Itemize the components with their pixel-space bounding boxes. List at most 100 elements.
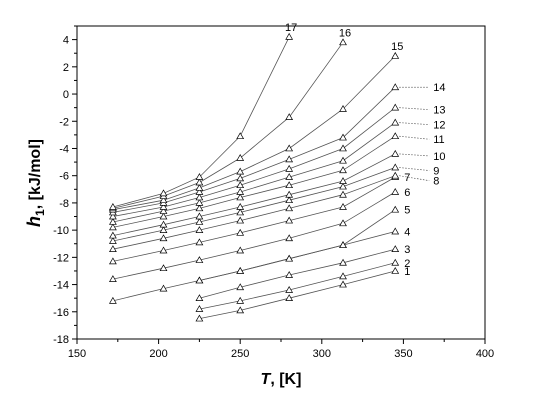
data-point — [236, 216, 245, 224]
series-12 — [109, 118, 400, 225]
data-point — [195, 193, 204, 201]
data-point — [391, 132, 400, 140]
series-line — [199, 262, 396, 310]
series-label: 6 — [404, 187, 410, 199]
y-tick-label: 4 — [63, 35, 69, 47]
data-point — [109, 296, 117, 304]
y-tick-label: -14 — [53, 280, 69, 292]
series-label: 14 — [433, 82, 445, 94]
data-point — [285, 234, 294, 242]
data-point — [159, 202, 168, 210]
series-line — [112, 135, 396, 228]
data-point — [195, 226, 204, 233]
data-point — [339, 202, 347, 210]
series-line — [112, 209, 396, 302]
data-point — [285, 173, 294, 180]
data-point — [195, 305, 204, 312]
data-point — [285, 294, 294, 301]
series-label: 11 — [433, 134, 444, 146]
label-leader — [399, 175, 430, 182]
y-tick-label: -18 — [53, 334, 69, 346]
data-point — [391, 51, 400, 59]
x-tick-label: 150 — [68, 348, 86, 360]
data-point — [195, 178, 204, 186]
data-point — [285, 254, 294, 262]
x-tick-label: 400 — [476, 348, 494, 360]
series-line — [112, 55, 396, 211]
y-tick-label: -6 — [59, 171, 69, 183]
series-layer — [109, 32, 400, 322]
data-point — [391, 245, 400, 253]
series-label: 5 — [404, 205, 410, 217]
y-tick-label: -10 — [53, 225, 69, 237]
data-point — [339, 190, 347, 198]
data-point — [159, 284, 168, 292]
data-point — [339, 105, 347, 112]
data-point — [285, 144, 294, 152]
data-point — [236, 132, 245, 140]
data-point — [159, 196, 168, 204]
data-point — [285, 32, 294, 40]
data-point — [236, 246, 245, 254]
data-point — [109, 202, 117, 210]
series-label: 10 — [433, 151, 445, 163]
data-point — [236, 193, 245, 201]
label-leader — [399, 153, 430, 157]
data-point — [236, 296, 245, 304]
data-point — [339, 177, 347, 184]
y-tick-label: 2 — [63, 62, 69, 74]
series-line — [112, 122, 396, 223]
x-tick-label: 350 — [394, 348, 412, 360]
data-point — [285, 190, 294, 198]
data-point — [109, 275, 117, 282]
data-point — [236, 266, 245, 274]
series-label: 1 — [404, 266, 410, 278]
y-tick-label: -8 — [59, 198, 69, 210]
data-point — [159, 212, 168, 220]
series-16 — [109, 38, 347, 212]
data-point — [339, 144, 347, 152]
data-point — [109, 212, 117, 220]
data-point — [339, 241, 347, 248]
data-point — [285, 216, 294, 224]
data-point — [159, 246, 168, 254]
series-line — [112, 107, 396, 217]
series-8 — [109, 171, 400, 253]
data-point — [339, 38, 347, 46]
data-point — [339, 280, 347, 288]
data-point — [339, 258, 347, 266]
data-point — [195, 217, 204, 225]
data-point — [236, 306, 245, 314]
data-point — [159, 264, 168, 272]
data-point — [339, 166, 347, 174]
data-point — [391, 227, 400, 235]
data-point — [391, 103, 400, 111]
series-2 — [195, 258, 400, 312]
series-label: 7 — [404, 172, 410, 184]
series-line — [112, 176, 396, 262]
series-label: 4 — [404, 226, 410, 238]
series-label: 3 — [404, 244, 410, 256]
y-tick-label: -16 — [53, 307, 69, 319]
data-point — [159, 226, 168, 233]
series-1 — [195, 266, 400, 322]
data-point — [195, 198, 204, 206]
series-5 — [109, 205, 400, 304]
data-point — [236, 174, 245, 182]
data-point — [285, 286, 294, 293]
data-point — [285, 271, 294, 278]
data-point — [109, 257, 117, 265]
data-point — [339, 133, 347, 141]
x-axis-label: T, [K] — [261, 371, 302, 388]
data-point — [236, 228, 245, 236]
series-label: 9 — [433, 166, 439, 178]
label-leader — [399, 107, 430, 111]
axis-ticks: 150 200 250 300 350 400-18-16-14-12-10-8-6-4-… — [53, 25, 494, 360]
data-point — [391, 205, 400, 213]
data-point — [339, 219, 347, 227]
data-point — [195, 188, 204, 195]
data-point — [285, 204, 294, 212]
y-axis-label-unit: , [kJ/mol] — [27, 139, 44, 209]
data-point — [285, 181, 294, 189]
